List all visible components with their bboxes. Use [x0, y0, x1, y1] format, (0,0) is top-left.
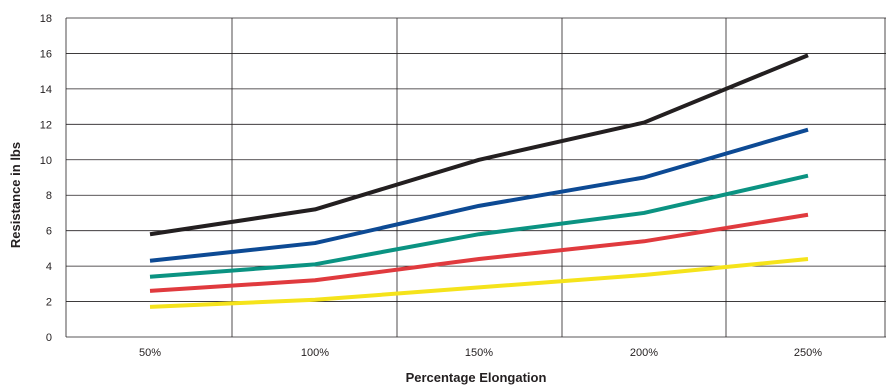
x-tick-label: 150%	[465, 347, 493, 359]
y-tick-label: 2	[46, 297, 52, 309]
x-tick-label: 250%	[794, 347, 822, 359]
plot-area	[66, 18, 886, 337]
series-line	[149, 212, 809, 293]
x-axis-title: Percentage Elongation	[406, 370, 547, 385]
gridlines	[65, 17, 886, 338]
y-tick-label: 6	[46, 226, 52, 238]
x-tick-label: 100%	[301, 347, 329, 359]
y-tick-label: 14	[40, 84, 52, 96]
series-line	[149, 127, 809, 263]
y-tick-label: 18	[40, 13, 52, 25]
y-tick-label: 10	[40, 155, 52, 167]
series-line	[149, 173, 809, 279]
y-tick-label: 0	[46, 332, 52, 344]
series-line	[149, 257, 809, 309]
y-tick-label: 16	[40, 48, 52, 60]
x-tick-label: 50%	[139, 347, 161, 359]
y-tick-label: 12	[40, 119, 52, 131]
y-tick-labels: 0 2 4 6 8 10 12 14 16 18	[40, 13, 52, 344]
series-line	[149, 53, 809, 237]
y-tick-label: 8	[46, 190, 52, 202]
y-tick-label: 4	[46, 261, 52, 273]
series-lines	[149, 53, 809, 309]
y-axis-title: Resistance in lbs	[8, 142, 23, 248]
x-tick-label: 200%	[630, 347, 658, 359]
x-tick-labels: 50% 100% 150% 200% 250%	[139, 347, 822, 359]
